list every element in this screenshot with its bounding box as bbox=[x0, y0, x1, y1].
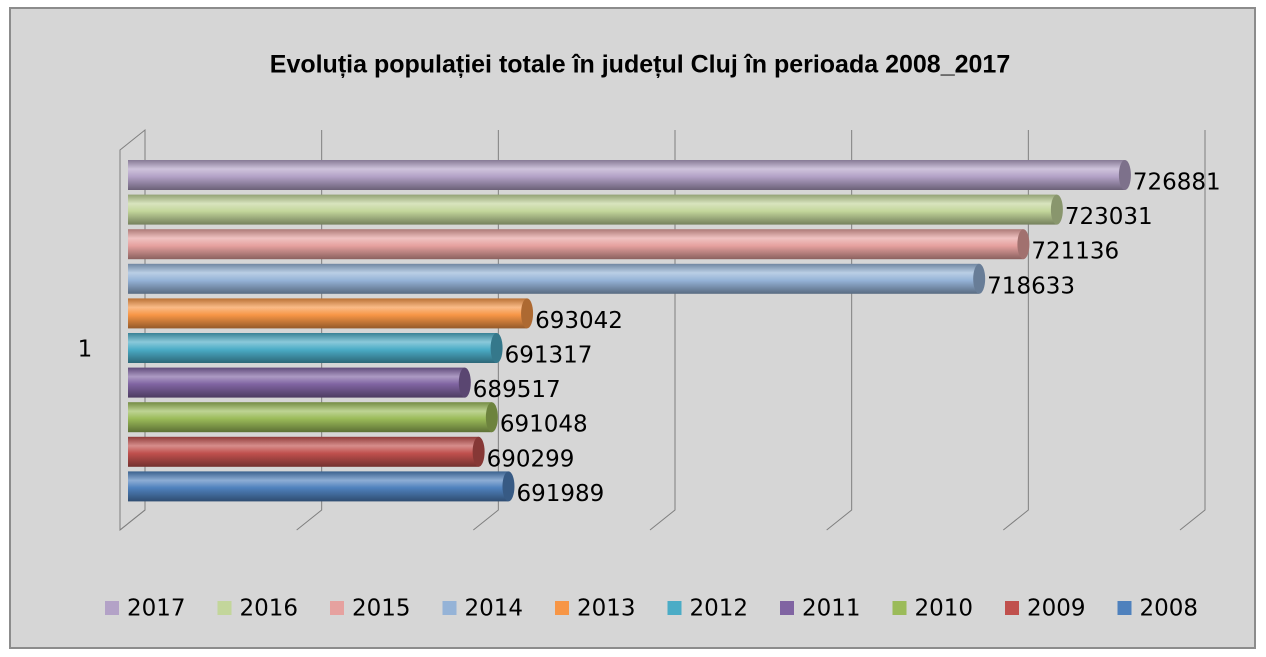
legend-label: 2015 bbox=[352, 596, 411, 622]
bar bbox=[128, 229, 1024, 260]
grid-line bbox=[1179, 130, 1206, 531]
legend-swatch bbox=[1005, 601, 1019, 615]
legend-label: 2012 bbox=[690, 596, 749, 622]
value-label: 723031 bbox=[1065, 204, 1153, 230]
bar bbox=[128, 194, 1057, 225]
bar-cap bbox=[1050, 194, 1063, 225]
legend-label: 2016 bbox=[240, 596, 299, 622]
legend-swatch bbox=[217, 601, 232, 615]
bar-cap bbox=[472, 436, 485, 467]
legend-label: 2010 bbox=[915, 596, 974, 622]
legend-swatch bbox=[105, 601, 119, 615]
value-label: 691048 bbox=[500, 412, 588, 438]
legend-label: 2009 bbox=[1027, 596, 1086, 622]
bar-cap bbox=[521, 298, 534, 329]
legend-label: 2008 bbox=[1140, 596, 1199, 622]
bar-cap bbox=[458, 367, 471, 398]
bar bbox=[128, 298, 528, 329]
legend-label: 2013 bbox=[577, 596, 636, 622]
bar bbox=[128, 471, 509, 502]
value-label: 689517 bbox=[473, 377, 561, 403]
bar-cap bbox=[973, 263, 986, 294]
bar bbox=[128, 367, 465, 398]
value-label: 718633 bbox=[987, 273, 1075, 299]
legend-label: 2011 bbox=[802, 596, 861, 622]
value-label: 690299 bbox=[487, 446, 575, 472]
value-label: 726881 bbox=[1133, 170, 1221, 196]
value-label: 721136 bbox=[1031, 239, 1119, 265]
legend-swatch bbox=[330, 601, 344, 615]
value-label: 691317 bbox=[505, 343, 593, 369]
category-label: 1 bbox=[78, 337, 93, 363]
bar bbox=[128, 436, 479, 467]
legend-swatch bbox=[442, 601, 457, 615]
legend-swatch bbox=[667, 601, 682, 615]
legend-swatch bbox=[780, 601, 794, 615]
bar-cap bbox=[502, 471, 515, 502]
bar bbox=[128, 333, 497, 363]
bar-cap bbox=[1118, 160, 1131, 190]
legend-label: 2014 bbox=[465, 596, 524, 622]
bar-cap bbox=[485, 402, 498, 433]
grid-line bbox=[1003, 130, 1029, 531]
bar-cap bbox=[1017, 229, 1030, 260]
bar bbox=[128, 160, 1125, 190]
bar bbox=[128, 263, 980, 294]
legend-swatch bbox=[1117, 601, 1132, 615]
legend-swatch bbox=[892, 601, 907, 615]
value-label: 693042 bbox=[535, 308, 623, 334]
value-label: 691989 bbox=[516, 481, 604, 507]
legend-swatch bbox=[555, 601, 569, 615]
bar-cap bbox=[490, 333, 503, 363]
bar bbox=[128, 402, 492, 433]
chart-title: Evoluția populației totale în județul Cl… bbox=[270, 51, 1010, 79]
legend-label: 2017 bbox=[127, 596, 186, 622]
